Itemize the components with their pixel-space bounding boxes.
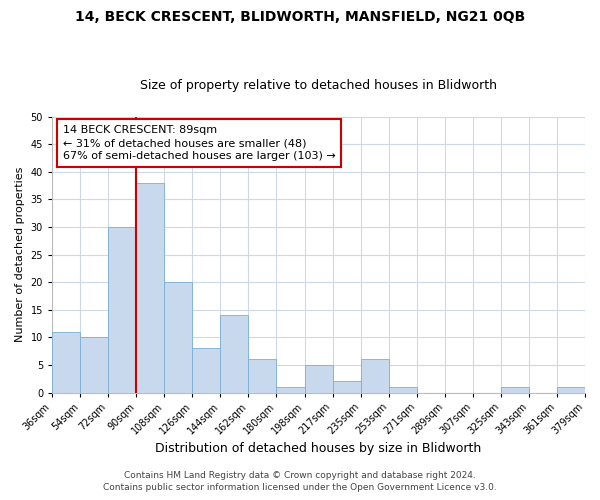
Bar [501, 387, 529, 392]
Bar [108, 227, 136, 392]
Bar [557, 387, 585, 392]
Bar [248, 360, 277, 392]
Bar [193, 348, 220, 393]
Bar [277, 387, 305, 392]
Title: Size of property relative to detached houses in Blidworth: Size of property relative to detached ho… [140, 79, 497, 92]
Bar [305, 365, 332, 392]
X-axis label: Distribution of detached houses by size in Blidworth: Distribution of detached houses by size … [155, 442, 482, 455]
Bar [52, 332, 80, 392]
Bar [389, 387, 417, 392]
Text: 14, BECK CRESCENT, BLIDWORTH, MANSFIELD, NG21 0QB: 14, BECK CRESCENT, BLIDWORTH, MANSFIELD,… [75, 10, 525, 24]
Bar [332, 382, 361, 392]
Text: 14 BECK CRESCENT: 89sqm
← 31% of detached houses are smaller (48)
67% of semi-de: 14 BECK CRESCENT: 89sqm ← 31% of detache… [63, 125, 335, 162]
Bar [80, 338, 108, 392]
Bar [361, 360, 389, 392]
Bar [164, 282, 193, 393]
Bar [136, 183, 164, 392]
Bar [220, 316, 248, 392]
Text: Contains HM Land Registry data © Crown copyright and database right 2024.
Contai: Contains HM Land Registry data © Crown c… [103, 471, 497, 492]
Y-axis label: Number of detached properties: Number of detached properties [15, 167, 25, 342]
